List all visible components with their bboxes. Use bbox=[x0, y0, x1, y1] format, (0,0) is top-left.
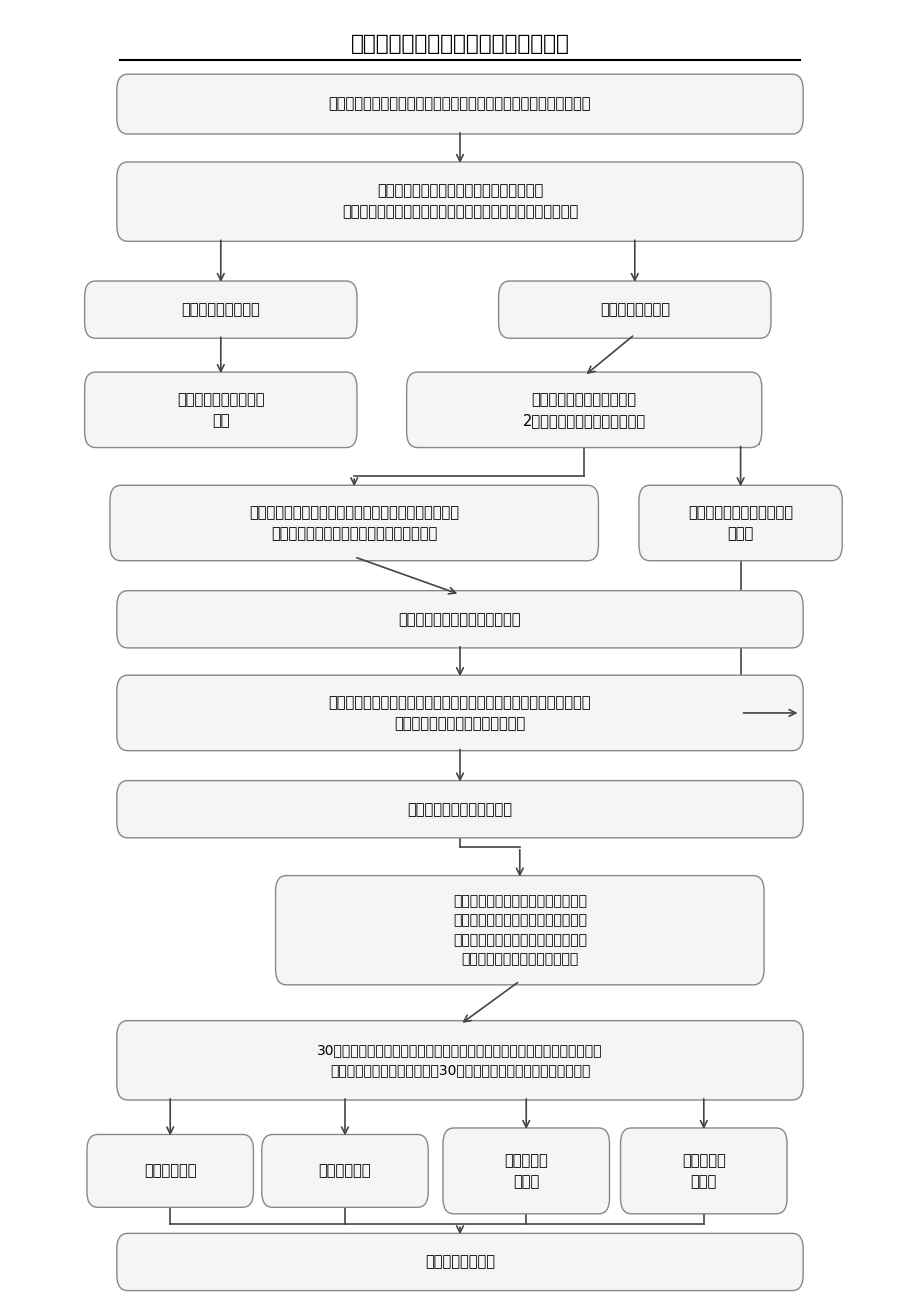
Text: 不采取行政强制措施: 不采取行政强制措施 bbox=[181, 302, 260, 317]
FancyBboxPatch shape bbox=[85, 372, 357, 448]
Text: 结案（立卷归档）: 结案（立卷归档） bbox=[425, 1254, 494, 1270]
FancyBboxPatch shape bbox=[117, 1021, 802, 1101]
FancyBboxPatch shape bbox=[117, 1233, 802, 1291]
FancyBboxPatch shape bbox=[86, 1134, 254, 1207]
FancyBboxPatch shape bbox=[443, 1128, 608, 1214]
Text: 当事人不到场的，邀请见证
人到场: 当事人不到场的，邀请见证 人到场 bbox=[687, 505, 792, 541]
FancyBboxPatch shape bbox=[639, 485, 842, 561]
FancyBboxPatch shape bbox=[620, 1128, 787, 1214]
Text: 听取并审核当事人的陈述和申辩: 听取并审核当事人的陈述和申辩 bbox=[398, 611, 521, 627]
FancyBboxPatch shape bbox=[117, 74, 802, 134]
Text: 福建省工业和信息化厅行政强制流程图: 福建省工业和信息化厅行政强制流程图 bbox=[350, 34, 569, 55]
FancyBboxPatch shape bbox=[117, 675, 802, 751]
FancyBboxPatch shape bbox=[276, 876, 764, 985]
FancyBboxPatch shape bbox=[406, 372, 761, 448]
Text: 发现行政相对人有涉嫌违法行为，依法应当采取行政强制措施的情形: 发现行政相对人有涉嫌违法行为，依法应当采取行政强制措施的情形 bbox=[328, 96, 591, 112]
FancyBboxPatch shape bbox=[85, 281, 357, 338]
Text: 依法予以没收: 依法予以没收 bbox=[143, 1163, 197, 1179]
FancyBboxPatch shape bbox=[498, 281, 770, 338]
Text: 采取行政强制措施: 采取行政强制措施 bbox=[599, 302, 669, 317]
FancyBboxPatch shape bbox=[262, 1134, 428, 1207]
FancyBboxPatch shape bbox=[117, 781, 802, 838]
Text: 制作现场笔录，由当事人（或见证人）、执法人员签名或盖章确认，
向当事人送达行政强制措施决定书: 制作现场笔录，由当事人（或见证人）、执法人员签名或盖章确认， 向当事人送达行政强… bbox=[328, 695, 591, 731]
Text: 执法处室实施行政强制措施: 执法处室实施行政强制措施 bbox=[407, 801, 512, 817]
Text: 当事人到场的，告知当事人采取行政强制措施的理由、
依据以及当事人依法享有的权利和救济途径: 当事人到场的，告知当事人采取行政强制措施的理由、 依据以及当事人依法享有的权利和… bbox=[249, 505, 459, 541]
FancyBboxPatch shape bbox=[110, 485, 598, 561]
FancyBboxPatch shape bbox=[117, 163, 802, 242]
FancyBboxPatch shape bbox=[117, 591, 802, 648]
Text: 依法予以销毁: 依法予以销毁 bbox=[318, 1163, 371, 1179]
Text: 30日内查清事实，作出处理决定；情况复杂的经行政机关负责人批准，可以
延长，但是延长期限不得超过30日。法律、行政法规另有规定的除外: 30日内查清事实，作出处理决定；情况复杂的经行政机关负责人批准，可以 延长，但是… bbox=[317, 1043, 602, 1077]
Text: 查封、扣押：交付查封、扣押清单；
对物品需要进行检测、检验、检疫或
者技术鉴定的，应当书面告知当事人
起止时间，费用由行政机关负担: 查封、扣押：交付查封、扣押清单； 对物品需要进行检测、检验、检疫或 者技术鉴定的… bbox=[452, 894, 586, 967]
Text: 执法处室通知当事人到场，
2名以上执法人员出示执法证件: 执法处室通知当事人到场， 2名以上执法人员出示执法证件 bbox=[522, 392, 645, 428]
Text: 执法机关负责人审批是否采取行政强制措施
（紧急情况需当场实施行政强制措施的，依法补办批准手续）: 执法机关负责人审批是否采取行政强制措施 （紧急情况需当场实施行政强制措施的，依法… bbox=[342, 183, 577, 220]
Text: 依法解除强
制措施: 依法解除强 制措施 bbox=[504, 1153, 548, 1189]
Text: 执法处室依法作出其他
处理: 执法处室依法作出其他 处理 bbox=[176, 392, 265, 428]
Text: 依法移送有
关部门: 依法移送有 关部门 bbox=[681, 1153, 725, 1189]
